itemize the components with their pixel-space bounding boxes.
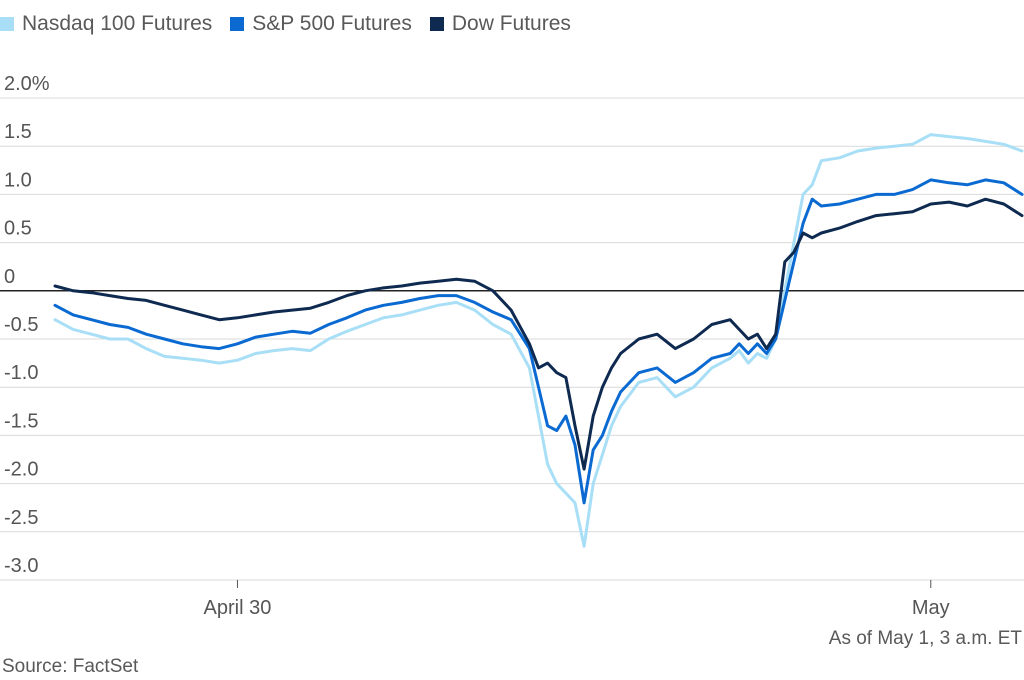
legend-item-nasdaq: Nasdaq 100 Futures — [0, 12, 212, 36]
y-tick-label-4: 0 — [4, 266, 15, 288]
legend-swatch-sp500 — [230, 17, 245, 31]
legend-label-nasdaq: Nasdaq 100 Futures — [22, 12, 213, 35]
chart-note: As of May 1, 3 a.m. ET — [828, 628, 1022, 649]
y-tick-label-9: -2.5 — [4, 507, 38, 529]
series-line-nasdaq-100-futures — [53, 133, 1024, 548]
legend-label-dow: Dow Futures — [451, 12, 571, 35]
y-tick-label-3: 0.5 — [4, 218, 32, 240]
y-tick-label-2: 1.0 — [4, 169, 32, 191]
y-tick-label-10: -3.0 — [4, 555, 38, 577]
y-tick-label-1: 1.5 — [4, 121, 32, 143]
y-tick-label-5: -0.5 — [4, 314, 38, 336]
series-line-dow-futures — [53, 197, 1024, 471]
legend-item-sp500: S&P 500 Futures — [230, 12, 412, 36]
legend-item-dow: Dow Futures — [429, 12, 571, 36]
y-tick-label-7: -1.5 — [4, 410, 38, 432]
y-tick-label-0: 2.0% — [4, 73, 50, 95]
series-line-s-p-500-futures — [53, 178, 1024, 505]
chart-source: Source: FactSet — [2, 656, 139, 677]
chart-legend: Nasdaq 100 Futures S&P 500 Futures Dow F… — [0, 12, 571, 36]
x-tick-label-0: April 30 — [204, 597, 272, 619]
x-tick-label-1: May — [912, 597, 950, 619]
y-tick-label-8: -2.0 — [4, 459, 38, 481]
legend-swatch-nasdaq — [0, 17, 14, 31]
y-tick-label-6: -1.0 — [4, 362, 38, 384]
legend-label-sp500: S&P 500 Futures — [252, 12, 412, 35]
legend-swatch-dow — [429, 17, 444, 31]
